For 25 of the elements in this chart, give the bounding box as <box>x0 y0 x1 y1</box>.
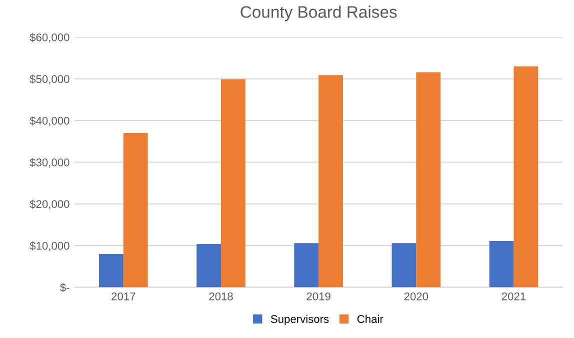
y-tick-label: $- <box>60 283 70 292</box>
y-tick-label: $10,000 <box>30 241 70 252</box>
y-tick-label: $20,000 <box>30 200 70 210</box>
bar <box>220 79 246 288</box>
y-tick-label: $40,000 <box>30 116 70 126</box>
legend-label: Supervisors <box>270 314 329 326</box>
legend-label: Chair <box>357 314 384 323</box>
bar <box>416 72 441 288</box>
x-tick-label: 2017 <box>112 292 136 300</box>
bar <box>318 75 343 288</box>
x-tick-label: 2018 <box>209 292 233 300</box>
x-tick-label: 2021 <box>502 292 526 300</box>
bar <box>99 254 124 288</box>
bar <box>123 133 148 288</box>
bar <box>392 243 416 288</box>
x-tick-label: 2019 <box>306 292 330 300</box>
y-tick-label: $60,000 <box>30 32 70 43</box>
bar <box>294 243 319 288</box>
y-tick-label: $30,000 <box>30 158 70 168</box>
chart-title: County Board Raises <box>240 6 397 22</box>
bar <box>514 66 538 288</box>
y-tick-label: $50,000 <box>30 74 70 84</box>
x-tick-label: 2020 <box>404 292 428 300</box>
bar <box>196 244 221 288</box>
bar <box>489 241 514 288</box>
